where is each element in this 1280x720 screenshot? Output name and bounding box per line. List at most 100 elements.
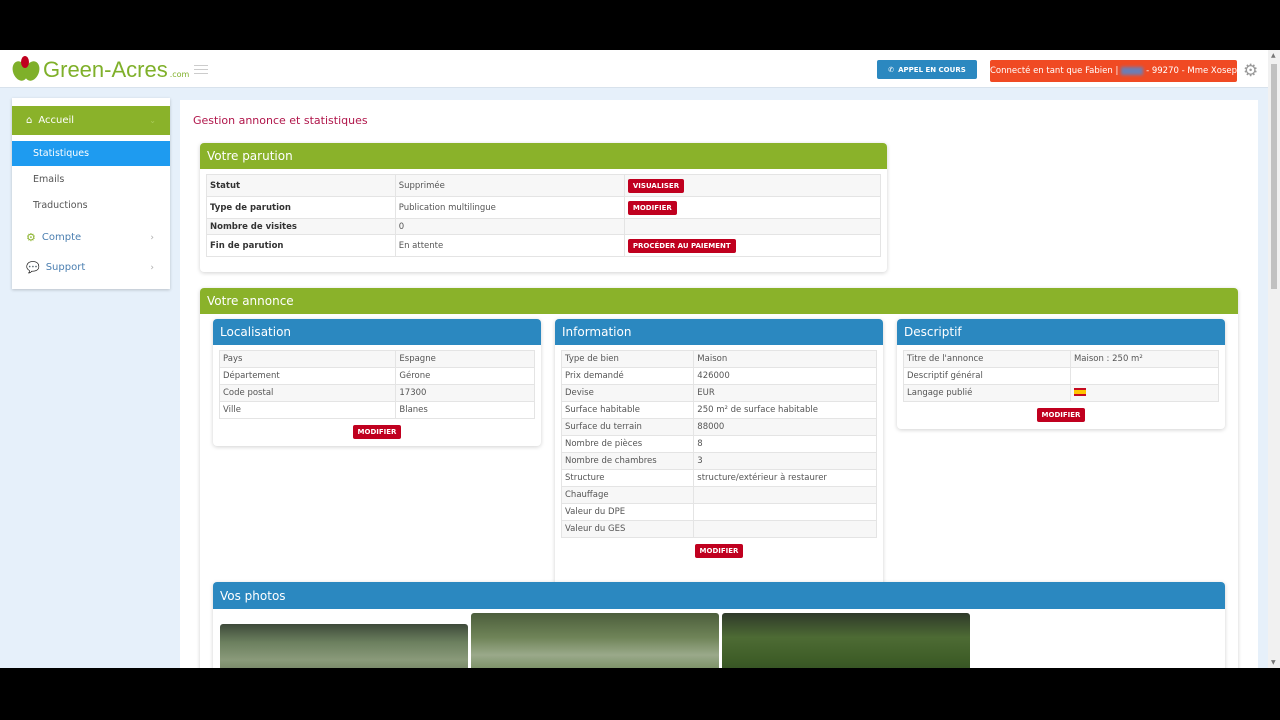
cell-text: Code postal [223,388,274,398]
photo-3[interactable] [722,613,970,668]
label-cell: Titre de l'annonce [903,350,1071,368]
page: Green-Acres .com ✆ APPEL EN COURS Connect… [0,50,1268,668]
label-cell: Surface habitable [560,401,695,419]
table-row: Prix demandé 426000 [560,367,877,385]
value-cell: Maison : 250 m² [1069,350,1220,368]
information-table: Type de bien Maison Prix demandé 426000 Devi… [560,350,877,538]
table-row: Nombre de pièces 8 [560,435,877,453]
table-row: Code postal 17300 [218,384,535,402]
cell-text: Surface habitable [565,405,640,415]
cell-text: 88000 [697,422,725,432]
action-cell: VISUALISER [623,174,882,197]
modify-description-button[interactable]: MODIFIER [1036,408,1086,422]
cell-text: Statut [210,180,241,191]
value-cell [693,520,877,538]
value-cell [1069,367,1220,385]
cell-text: En attente [398,240,444,251]
table-row: Nombre de visites 0 [206,218,882,235]
cell-text: Valeur du DPE [565,507,626,517]
cell-text: Nombre de visites [210,221,297,232]
label-cell: Type de parution [206,196,396,219]
redacted-id [1121,67,1144,75]
value-cell: Publication multilingue [394,196,625,219]
cell-text: Surface du terrain [565,422,642,432]
cell-text: Nombre de chambres [565,456,657,466]
cell-text: EUR [697,388,715,398]
cell-text: Fin de parution [210,240,284,251]
value-cell: 250 m² de surface habitable [693,401,877,419]
value-cell [693,503,877,521]
cell-text: Structure [565,473,605,483]
table-row: Surface du terrain 88000 [560,418,877,436]
spain-flag-icon [1073,387,1086,396]
label-cell: Nombre de chambres [560,452,695,470]
sidebar-item-accueil[interactable]: ⌂ Accueil ⌄ [12,106,170,135]
sidebar-item-traductions[interactable]: Traductions [33,200,88,211]
sidebar: ⌂ Accueil ⌄ Statistiques Emails Traduction… [12,98,170,289]
parution-header: Votre parution [200,143,887,169]
scrollbar[interactable]: ▲ ▼ [1268,50,1280,668]
cell-text: Devise [565,388,594,398]
phone-icon: ✆ [888,65,895,74]
menu-icon[interactable] [194,65,208,77]
sidebar-label: Support [45,262,86,273]
cell-text: Nombre de pièces [565,439,643,449]
modify-information-button[interactable]: MODIFIER [694,544,744,558]
photo-1[interactable] [220,624,468,668]
label-cell: Descriptif général [903,367,1071,385]
connected-prefix: Connecté en tant que Fabien | [990,66,1119,76]
cell-text: Gérone [399,371,431,381]
chevron-right-icon: › [150,262,154,273]
cell-text: Supprimée [398,180,445,191]
table-row: Statut Supprimée VISUALISER [206,174,882,197]
action-button[interactable]: VISUALISER [627,178,685,193]
table-row: Département Gérone [218,367,535,385]
table-row: Nombre de chambres 3 [560,452,877,470]
cell-text: Type de parution [210,202,291,213]
value-cell: En attente [394,234,625,257]
gear-icon[interactable]: ⚙ [1243,61,1259,81]
descriptif-card: Descriptif Titre de l'annonce Maison : 25… [897,319,1225,429]
table-row: Chauffage [560,486,877,504]
localisation-card: Localisation Pays Espagne Département Géron… [213,319,541,446]
photo-2[interactable] [471,613,719,668]
table-row: Valeur du DPE [560,503,877,521]
value-cell: 17300 [395,384,535,402]
modify-location-button[interactable]: MODIFIER [352,425,402,439]
action-button[interactable]: PROCÉDER AU PAIEMENT [627,238,736,253]
logo[interactable]: Green-Acres .com [12,56,189,82]
cell-text: Pays [223,354,243,364]
cell-text: Blanes [399,405,428,415]
sidebar-item-emails[interactable]: Emails [33,174,65,185]
sidebar-item-statistiques[interactable]: Statistiques [12,141,170,166]
sidebar-item-compte[interactable]: ⚙ Compte › [12,225,170,250]
label-cell: Statut [206,174,396,197]
table-row: Surface habitable 250 m² de surface habit… [560,401,877,419]
table-row: Langage publié [903,384,1220,402]
value-cell [1069,384,1220,402]
information-header: Information [555,319,883,345]
cell-text: Langage publié [907,388,973,398]
value-cell: Maison [693,350,877,368]
connected-user-badge[interactable]: Connecté en tant que Fabien | - 99270 - M… [990,60,1237,82]
action-cell [623,218,882,235]
sidebar-item-support[interactable]: 💬 Support › [12,255,170,280]
label-cell: Nombre de visites [206,218,396,235]
cell-text: Descriptif général [907,371,983,381]
value-cell: structure/extérieur à restaurer [693,469,877,487]
cell-text: Espagne [399,354,436,364]
value-cell: 88000 [693,418,877,436]
cell-text: structure/extérieur à restaurer [697,473,827,483]
photos-card: Vos photos [213,582,1225,668]
label-cell: Type de bien [560,350,695,368]
value-cell: Gérone [395,367,535,385]
connected-suffix: - 99270 - Mme Xosep [1146,66,1237,76]
action-button[interactable]: MODIFIER [627,200,677,215]
call-button[interactable]: ✆ APPEL EN COURS [877,60,977,79]
table-row: Descriptif général [903,367,1220,385]
home-icon: ⌂ [26,115,33,126]
label-cell: Fin de parution [206,234,396,257]
cell-text: 250 m² de surface habitable [697,405,818,415]
table-row: Type de parution Publication multilingue M… [206,196,882,219]
table-row: Valeur du GES [560,520,877,538]
